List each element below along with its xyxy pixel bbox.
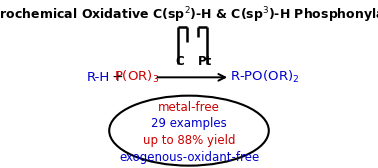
Text: +: + bbox=[111, 70, 123, 84]
Text: Pt: Pt bbox=[197, 55, 212, 68]
Text: 29 examples: 29 examples bbox=[151, 117, 227, 131]
Text: Electrochemical Oxidative C(sp$^2$)-H & C(sp$^3$)-H Phosphonylation: Electrochemical Oxidative C(sp$^2$)-H & … bbox=[0, 6, 378, 25]
Text: R-PO(OR)$_2$: R-PO(OR)$_2$ bbox=[230, 69, 299, 85]
Text: R-H: R-H bbox=[87, 71, 110, 84]
Text: up to 88% yield: up to 88% yield bbox=[143, 134, 235, 147]
Text: C: C bbox=[176, 55, 184, 68]
Text: exogenous-oxidant-free: exogenous-oxidant-free bbox=[119, 151, 259, 164]
Text: metal-free: metal-free bbox=[158, 101, 220, 114]
Text: P(OR)$_3$: P(OR)$_3$ bbox=[114, 69, 160, 85]
